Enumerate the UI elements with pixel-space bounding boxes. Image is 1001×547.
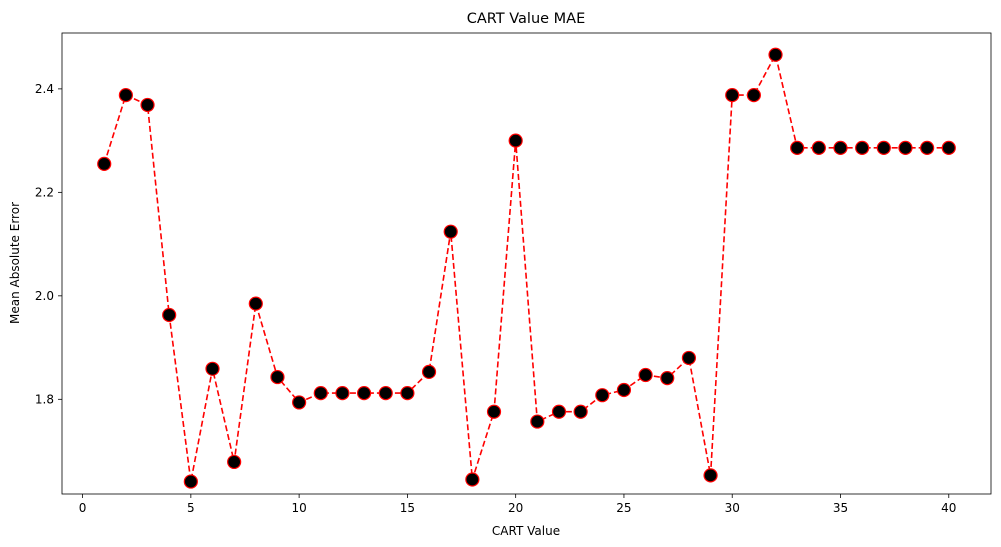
data-point — [833, 140, 848, 155]
y-axis-title: Mean Absolute Error — [8, 202, 22, 324]
data-point — [443, 224, 458, 239]
data-point — [118, 87, 133, 103]
data-point — [573, 404, 588, 419]
x-tick-label: 30 — [725, 501, 740, 515]
series-layer — [97, 47, 956, 489]
x-tick-label: 0 — [79, 501, 87, 515]
data-point — [292, 395, 307, 410]
y-tick-label: 2.2 — [35, 185, 54, 199]
data-point — [768, 47, 783, 62]
data-point — [530, 414, 545, 429]
data-point — [97, 156, 112, 172]
data-point — [356, 386, 372, 401]
data-point — [811, 140, 826, 155]
data-point — [638, 367, 653, 383]
data-point — [270, 369, 285, 385]
data-point — [421, 364, 437, 379]
data-point — [660, 371, 675, 386]
data-point — [595, 388, 610, 403]
data-point — [855, 140, 870, 155]
data-point — [941, 140, 956, 155]
y-tick-label: 2.0 — [35, 289, 54, 303]
data-point — [205, 361, 220, 376]
data-point — [465, 472, 480, 487]
x-axis: 0 5 10 15 20 25 30 35 40 — [79, 494, 956, 515]
data-point — [725, 87, 740, 103]
data-point — [508, 133, 523, 148]
data-point — [616, 382, 632, 398]
y-axis: 1.8 2.0 2.2 2.4 — [35, 82, 62, 406]
x-tick-label: 15 — [400, 501, 415, 515]
data-point — [681, 350, 697, 366]
data-point — [313, 386, 328, 401]
y-tick-label: 2.4 — [35, 82, 54, 96]
data-point — [378, 386, 393, 401]
x-tick-label: 25 — [616, 501, 631, 515]
plot-frame — [61, 32, 992, 495]
x-tick-label: 10 — [291, 501, 306, 515]
data-point — [486, 404, 502, 419]
x-tick-label: 5 — [187, 501, 195, 515]
data-point — [183, 474, 198, 489]
plot-area — [61, 32, 992, 495]
data-point — [703, 468, 718, 483]
data-point — [746, 87, 761, 103]
data-point — [551, 404, 567, 419]
data-point — [400, 386, 415, 401]
data-point — [335, 386, 350, 401]
data-point — [920, 140, 935, 155]
data-point — [876, 140, 891, 155]
data-point — [248, 296, 263, 311]
series-line — [103, 52, 949, 482]
data-point — [898, 140, 913, 155]
x-axis-title: CART Value — [492, 524, 560, 538]
y-tick-label: 1.8 — [35, 392, 54, 406]
chart-title: CART Value MAE — [467, 11, 586, 27]
data-point — [140, 97, 155, 113]
x-tick-label: 35 — [833, 501, 848, 515]
data-point — [790, 140, 805, 155]
x-tick-label: 20 — [508, 501, 523, 515]
data-point — [227, 454, 242, 470]
data-point — [162, 307, 177, 323]
x-tick-label: 40 — [941, 501, 956, 515]
